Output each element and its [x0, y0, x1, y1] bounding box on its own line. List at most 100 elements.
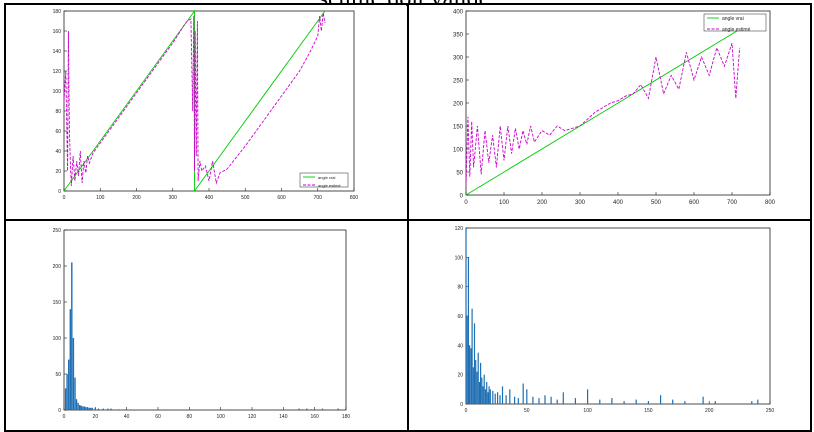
y-tick-label: 40	[55, 149, 61, 155]
chart-histogram-left: 0 20 40 60 80 100 120 140 160 180 0 50 100 150 200 250	[53, 228, 351, 420]
histogram-bar	[574, 398, 576, 404]
legend-label: angle estimé	[318, 183, 341, 188]
histogram-bar	[97, 408, 100, 410]
y-tick-label: 0	[58, 408, 61, 414]
y-tick-label: 0	[460, 402, 463, 408]
histogram-bar	[478, 382, 480, 404]
table-border-right	[810, 3, 812, 431]
x-tick-label: 500	[241, 195, 250, 201]
chart-angle-180: 0 100 200 300 400 500 600 700 800 0 20 40 60 80 100 120…	[53, 9, 359, 201]
x-tick-label: 120	[248, 414, 257, 420]
histogram-bar	[472, 367, 474, 404]
histogram-bar	[465, 228, 467, 404]
x-tick-label: 250	[766, 408, 775, 414]
histogram-bar	[684, 401, 686, 404]
histogram-bar	[660, 395, 662, 404]
x-tick-label: 60	[155, 414, 161, 420]
histogram-bar	[88, 407, 90, 410]
y-tick-label: 80	[55, 109, 61, 115]
x-tick-label: 140	[279, 414, 288, 420]
x-tick-label: 400	[205, 195, 214, 201]
histogram-bar	[714, 401, 716, 404]
x-tick-label: 100	[499, 200, 510, 206]
x-tick-label: 600	[689, 200, 700, 206]
y-tick-label: 180	[53, 9, 62, 15]
x-tick-label: 0	[465, 408, 468, 414]
histogram-bar	[83, 406, 86, 410]
legend-box	[703, 13, 767, 32]
histogram-bar	[562, 392, 564, 404]
y-tick-label: 20	[457, 373, 463, 379]
histogram-bar	[310, 409, 313, 410]
histogram-bar	[486, 382, 488, 404]
chart-cell-top-right: 0 100 200 300 400 500 600 700 800 0 50 100 150 200 250…	[410, 5, 810, 218]
histogram-bar	[89, 407, 92, 410]
y-tick-label: 300	[453, 56, 464, 62]
table-border-left	[4, 3, 6, 431]
x-tick-label: 300	[169, 195, 178, 201]
histogram-bar	[476, 371, 478, 404]
histogram-bar	[499, 395, 501, 404]
histogram-bar	[482, 386, 484, 404]
x-tick-label: 80	[187, 414, 193, 420]
x-tick-label: 500	[651, 200, 662, 206]
histogram-bar	[110, 408, 112, 410]
y-tick-label: 120	[455, 226, 464, 232]
histogram-bar	[587, 389, 589, 404]
histogram-bar	[544, 395, 546, 404]
legend-label: angle vrai	[318, 175, 335, 180]
histogram-bar	[66, 374, 68, 410]
chart-histogram-right: 0 50 100 150 200 250 0 20 40 60 80 100 120	[455, 226, 775, 414]
histogram-bar	[473, 323, 476, 404]
legend-label: angle vrai	[722, 16, 744, 22]
x-tick-label: 40	[124, 414, 130, 420]
series-line-0	[465, 29, 740, 196]
y-tick-label: 100	[455, 255, 464, 261]
histogram-bar	[79, 405, 81, 410]
x-tick-label: 100	[216, 414, 225, 420]
histogram-bar	[526, 389, 528, 404]
y-tick-label: 50	[55, 372, 61, 378]
x-tick-label: 50	[524, 408, 530, 414]
x-tick-label: 200	[132, 195, 141, 201]
histogram-bar	[484, 389, 487, 404]
histogram-bar	[69, 309, 72, 410]
histogram-bar	[488, 386, 490, 404]
legend-label: angle estimé	[722, 27, 751, 33]
y-tick-label: 60	[457, 314, 463, 320]
legend-box	[299, 172, 349, 188]
histogram-bar	[492, 390, 494, 404]
x-tick-label: 0	[464, 200, 468, 206]
x-tick-label: 600	[277, 195, 286, 201]
histogram-bar	[647, 401, 649, 404]
chart-cell-bottom-right: 0 50 100 150 200 250 0 20 40 60 80 100 120	[410, 222, 810, 430]
histogram-bar	[481, 377, 483, 404]
table-border-bottom	[4, 430, 812, 432]
y-tick-label: 20	[55, 169, 61, 175]
y-tick-label: 250	[453, 79, 464, 85]
histogram-bar	[467, 257, 469, 404]
histogram-bar	[509, 389, 511, 404]
x-tick-label: 700	[314, 195, 323, 201]
histogram-bar	[522, 383, 524, 404]
x-tick-label: 400	[613, 200, 624, 206]
chart-cell-top-left: 0 100 200 300 400 500 600 700 800 0 20 40 60 80 100 120…	[6, 5, 406, 218]
y-tick-label: 140	[53, 49, 62, 55]
histogram-bar	[466, 316, 468, 404]
histogram-bar	[505, 395, 507, 404]
histogram-bar	[72, 338, 75, 410]
chart-angle-360: 0 100 200 300 400 500 600 700 800 0 50 100 150 200 250…	[453, 10, 776, 207]
y-tick-label: 100	[53, 336, 62, 342]
x-tick-label: 700	[727, 200, 738, 206]
table-border-center	[407, 3, 409, 431]
plot-area	[63, 229, 347, 411]
y-tick-label: 50	[456, 171, 463, 177]
histogram-bar	[487, 392, 489, 404]
histogram-bar	[550, 396, 552, 404]
y-tick-label: 0	[460, 194, 464, 200]
histogram-bar	[80, 405, 82, 410]
y-tick-label: 60	[55, 129, 61, 135]
histogram-bar	[94, 407, 97, 410]
histogram-bar	[77, 402, 79, 410]
histogram-bar	[757, 399, 759, 404]
